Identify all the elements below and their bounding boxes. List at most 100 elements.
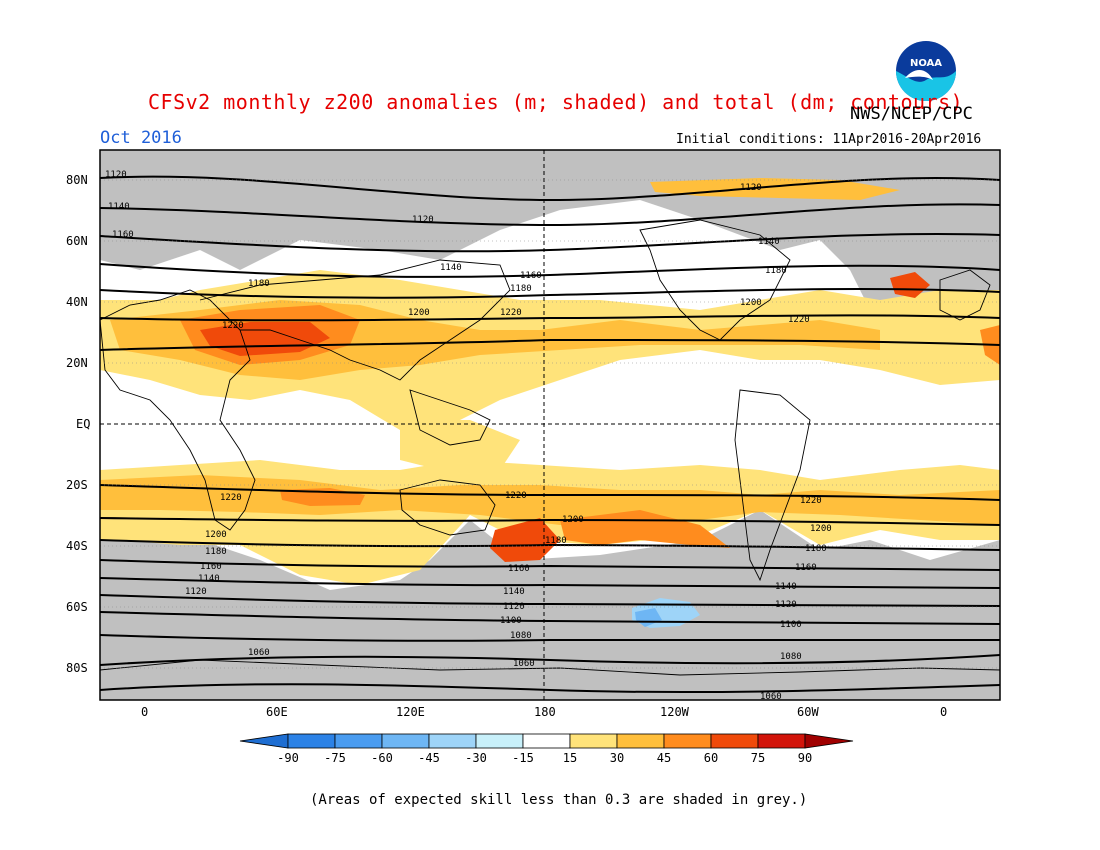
contour-label: 1200 (810, 524, 832, 534)
lat-label: 40N (66, 295, 88, 309)
contour-label: 1140 (758, 237, 780, 247)
colorbar-swatch (381, 733, 430, 749)
chart-title: CFSv2 monthly z200 anomalies (m; shaded)… (148, 90, 964, 114)
colorbar-swatch (522, 733, 571, 749)
contour-label: 1120 (185, 587, 207, 597)
contour-label: 1160 (795, 563, 817, 573)
contour-label: 1200 (408, 308, 430, 318)
contour-label: 1120 (775, 600, 797, 610)
contour-label: 1180 (205, 547, 227, 557)
lat-label: 20S (66, 478, 88, 492)
contour-label: 1120 (412, 215, 434, 225)
contour-label: 1140 (440, 263, 462, 273)
contour-label: 1160 (112, 230, 134, 240)
contour-label: 1140 (198, 574, 220, 584)
colorbar-tick-label: 75 (751, 751, 765, 765)
colorbar-arrow-right (804, 733, 854, 749)
colorbar-tick-label: 90 (798, 751, 812, 765)
lon-label: 0 (940, 705, 947, 719)
contour-label: 1180 (805, 544, 827, 554)
lon-label: 120E (396, 705, 425, 719)
contour-label: 1220 (505, 491, 527, 501)
lon-label: 120W (660, 705, 690, 719)
colorbar-tick-label: 15 (563, 751, 577, 765)
contour-label: 1220 (500, 308, 522, 318)
colorbar-tick-label: -90 (277, 751, 299, 765)
contour-label: 1160 (508, 564, 530, 574)
lat-label: EQ (76, 417, 90, 431)
forecast-period: Oct 2016 (100, 128, 182, 148)
contour-label: 1100 (780, 620, 802, 630)
colorbar-swatch (287, 733, 336, 749)
colorbar-swatch (616, 733, 665, 749)
colorbar-tick-label: -30 (465, 751, 487, 765)
colorbar-tick-label: -45 (418, 751, 440, 765)
contour-label: 1140 (775, 582, 797, 592)
contour-label: 1080 (780, 652, 802, 662)
lat-label: 60N (66, 234, 88, 248)
anomaly-sh-pacific-max (490, 518, 560, 562)
contour-label-group: 1120 1120 1120 1140 1140 1140 1160 1160 … (105, 170, 832, 702)
contour-label: 1200 (740, 298, 762, 308)
contour-label: 1220 (800, 496, 822, 506)
colorbar-tick-label: 45 (657, 751, 671, 765)
contour-label: 1220 (220, 493, 242, 503)
colorbar-swatch (334, 733, 383, 749)
colorbar-swatch (663, 733, 712, 749)
lat-label: 80S (66, 661, 88, 675)
contour-label: 1200 (205, 530, 227, 540)
logo-text: NOAA (910, 58, 942, 69)
colorbar-swatch (428, 733, 477, 749)
contour-label: 1180 (510, 284, 532, 294)
lon-axis: 0 60E 120E 180 120W 60W 0 (141, 705, 947, 719)
lat-axis: 80N 60N 40N 20N EQ 20S 40S 60S 80S (66, 173, 90, 675)
lat-label: 80N (66, 173, 88, 187)
lat-label: 60S (66, 600, 88, 614)
lon-label: 0 (141, 705, 148, 719)
agency-label: NWS/NCEP/CPC (850, 104, 973, 124)
colorbar-tick-label: 60 (704, 751, 718, 765)
contour-label: 1200 (562, 515, 584, 525)
noaa-logo: NOAA (895, 40, 957, 102)
map-frame (99, 149, 1001, 701)
contour-label: 1140 (108, 202, 130, 212)
colorbar-swatch (475, 733, 524, 749)
contour-label: 1180 (248, 279, 270, 289)
anomaly-arctic (650, 178, 900, 200)
contour-label: 1060 (513, 659, 535, 669)
contour-label: 1060 (248, 648, 270, 658)
contour-label: 1120 (740, 183, 762, 193)
colorbar-arrow-left (239, 733, 289, 749)
lon-label: 180 (534, 705, 556, 719)
contour-label: 1120 (105, 170, 127, 180)
contour-label: 1220 (222, 321, 244, 331)
initial-conditions: Initial conditions: 11Apr2016-20Apr2016 (676, 132, 982, 147)
lat-label: 40S (66, 539, 88, 553)
contour-label: 1160 (200, 562, 222, 572)
colorbar-swatch (710, 733, 759, 749)
lat-label: 20N (66, 356, 88, 370)
lon-label: 60W (797, 705, 819, 719)
colorbar: -90 -75 -60 -45 -30 -15 15 30 45 60 75 90 (239, 733, 854, 765)
contour-label: 1120 (503, 602, 525, 612)
anomaly-sh-orange (100, 475, 1000, 525)
contour-label: 1220 (788, 315, 810, 325)
contour-label: 1060 (760, 692, 782, 702)
lon-label: 60E (266, 705, 288, 719)
footnote: (Areas of expected skill less than 0.3 a… (310, 792, 808, 808)
contour-label: 1160 (520, 271, 542, 281)
contour-label: 1180 (765, 266, 787, 276)
anomaly-band-nh-tropics (400, 420, 520, 470)
colorbar-tick-label: 30 (610, 751, 624, 765)
contour-label: 1080 (510, 631, 532, 641)
contour-label: 1180 (545, 536, 567, 546)
contour-label: 1140 (503, 587, 525, 597)
colorbar-tick-label: -15 (512, 751, 534, 765)
anomaly-max-atlantic (890, 272, 930, 298)
colorbar-swatch (757, 733, 806, 749)
colorbar-swatch (569, 733, 618, 749)
colorbar-tick-label: -75 (324, 751, 346, 765)
height-contours (99, 175, 1001, 694)
contour-label: 1100 (500, 616, 522, 626)
